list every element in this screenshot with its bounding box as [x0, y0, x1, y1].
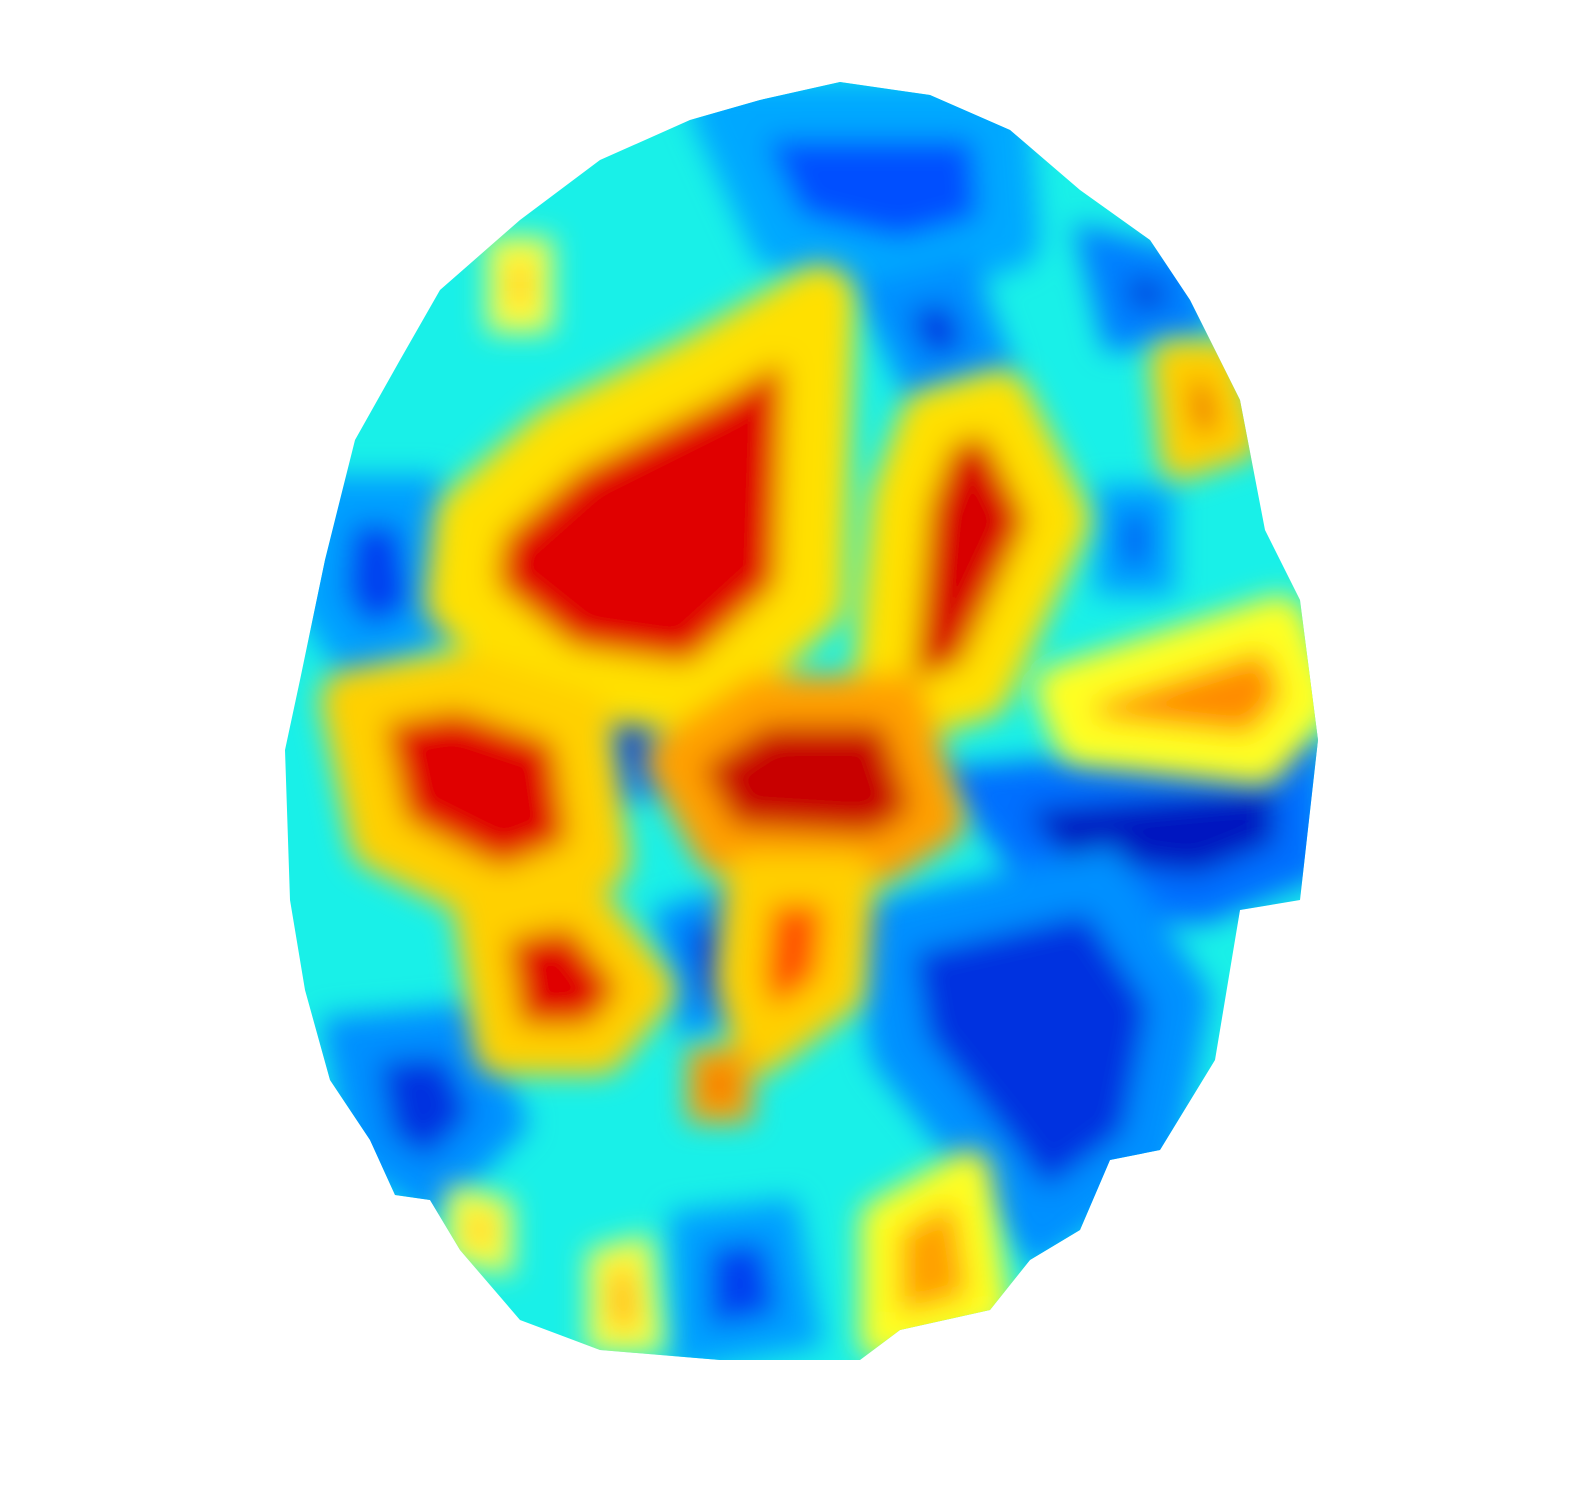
hot-region — [320, 650, 630, 930]
cold-region — [845, 846, 1212, 1272]
hot-region — [645, 675, 965, 885]
hot-region — [455, 875, 675, 1075]
hot-region — [860, 1150, 1010, 1360]
cold-region — [294, 475, 468, 693]
hot-region — [587, 1234, 664, 1353]
cold-region — [850, 256, 1017, 404]
cold-regions — [294, 82, 1318, 1360]
cold-region — [690, 82, 1040, 300]
hot-region — [447, 1183, 513, 1277]
cold-region — [320, 1003, 530, 1223]
surface — [285, 82, 1318, 1360]
hot-regions — [320, 237, 1318, 1360]
cold-region — [1072, 222, 1214, 353]
hot-region — [487, 237, 553, 333]
hot-region — [1035, 595, 1318, 785]
hot-region — [1150, 340, 1260, 480]
hot-region — [425, 265, 855, 735]
cold-region — [1095, 485, 1175, 595]
hot-region — [850, 370, 1090, 750]
hot-region — [715, 855, 875, 1075]
hot-region — [687, 1047, 753, 1123]
cold-region — [670, 1198, 824, 1360]
